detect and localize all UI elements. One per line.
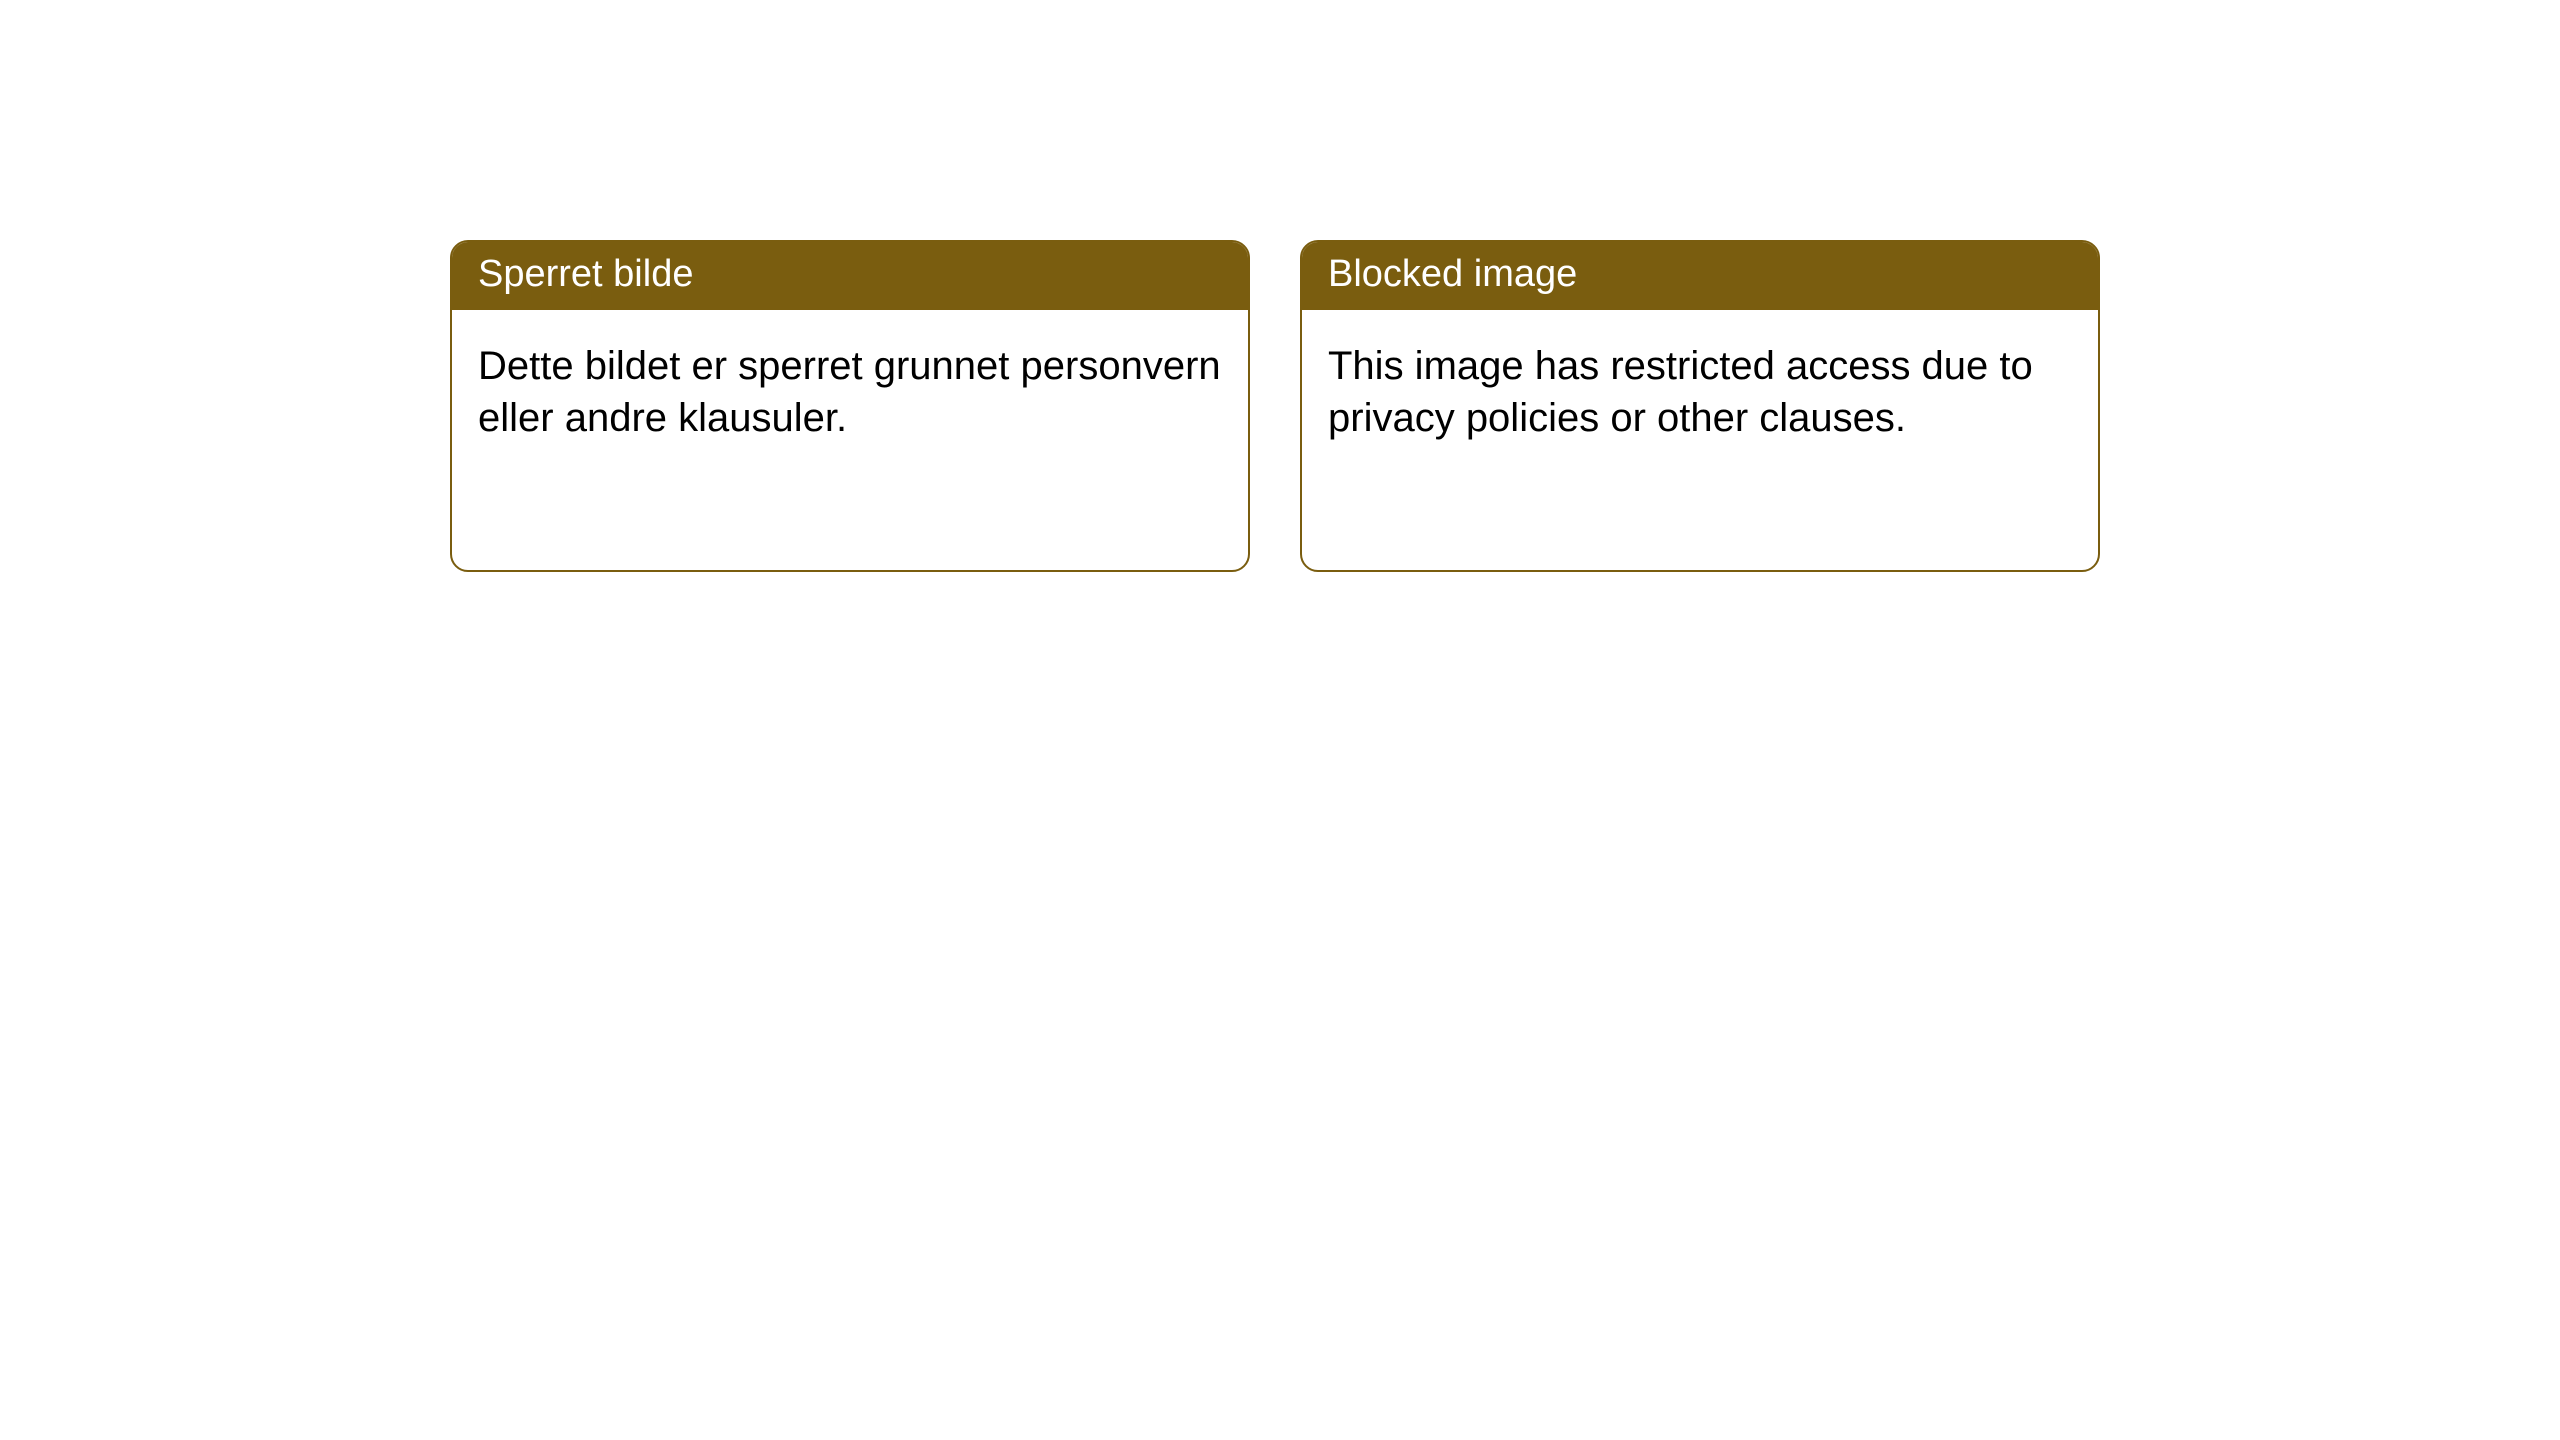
notice-card-english: Blocked image This image has restricted … — [1300, 240, 2100, 572]
notice-card-norwegian: Sperret bilde Dette bildet er sperret gr… — [450, 240, 1250, 572]
notice-container: Sperret bilde Dette bildet er sperret gr… — [0, 0, 2560, 572]
card-body-norwegian: Dette bildet er sperret grunnet personve… — [452, 310, 1248, 474]
card-header-norwegian: Sperret bilde — [452, 242, 1248, 310]
card-header-english: Blocked image — [1302, 242, 2098, 310]
card-body-english: This image has restricted access due to … — [1302, 310, 2098, 474]
